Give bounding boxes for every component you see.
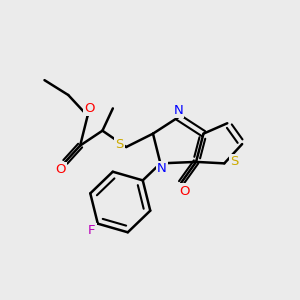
Text: O: O bbox=[56, 163, 66, 176]
Text: S: S bbox=[116, 138, 124, 151]
Text: N: N bbox=[173, 104, 183, 117]
Text: O: O bbox=[84, 102, 94, 115]
Text: N: N bbox=[157, 162, 167, 175]
Text: S: S bbox=[230, 155, 239, 168]
Text: F: F bbox=[88, 224, 96, 237]
Text: O: O bbox=[179, 184, 189, 197]
